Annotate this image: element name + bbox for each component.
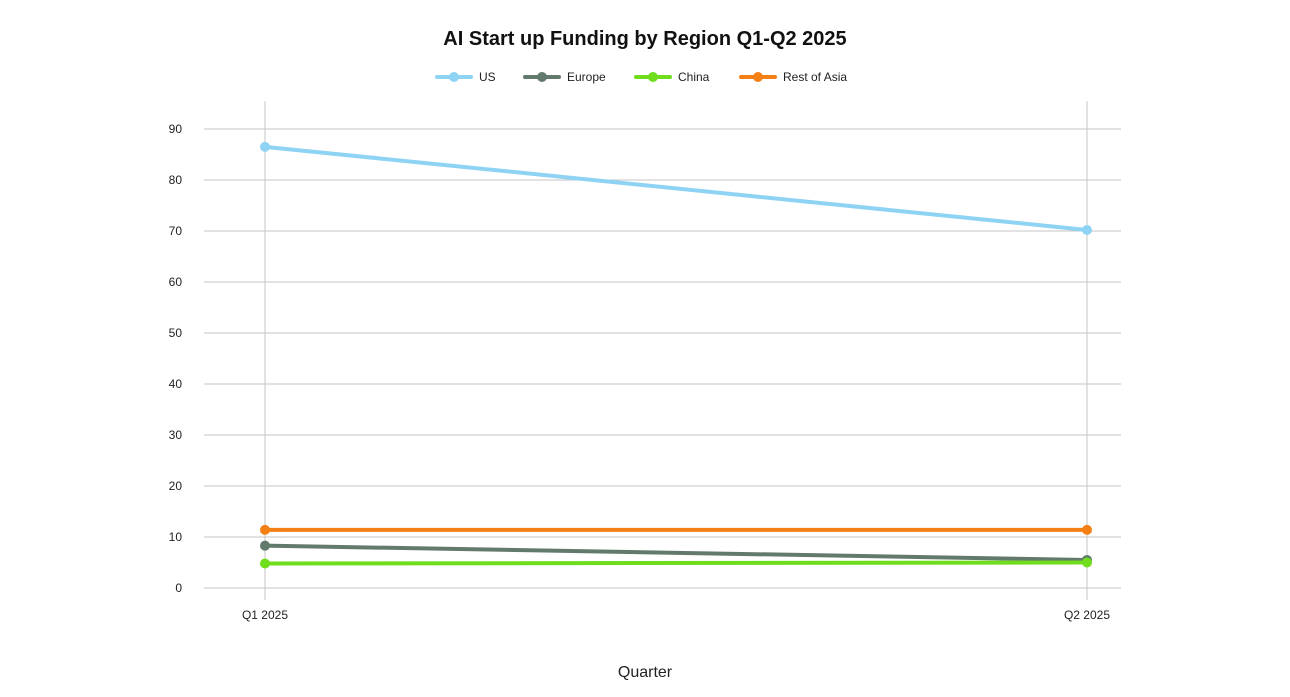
data-point <box>1082 557 1092 568</box>
y-tick-label: 30 <box>169 428 183 442</box>
y-tick-label: 60 <box>169 275 183 289</box>
series-group <box>260 141 1092 569</box>
x-axis-ticks: Q1 2025 Q2 2025 <box>242 608 1110 622</box>
legend-item: China <box>634 70 710 84</box>
data-point <box>1082 224 1092 235</box>
series-rest-of-asia <box>260 524 1092 535</box>
legend-label: Europe <box>567 70 606 84</box>
legend-label: China <box>678 70 710 84</box>
x-tick-label: Q1 2025 <box>242 608 288 622</box>
chart-title: AI Start up Funding by Region Q1-Q2 2025 <box>443 28 846 50</box>
y-tick-label: 90 <box>169 122 183 136</box>
y-tick-label: 40 <box>169 377 183 391</box>
y-tick-label: 0 <box>175 581 182 595</box>
x-axis-label: Quarter <box>618 664 673 681</box>
series-line <box>263 543 1089 562</box>
series-us <box>260 141 1092 235</box>
legend-marker-icon <box>449 72 459 82</box>
legend-label: US <box>479 70 496 84</box>
legend-marker-icon <box>753 72 763 82</box>
data-point <box>260 540 270 551</box>
legend-marker-icon <box>648 72 658 82</box>
data-point <box>260 141 270 152</box>
series-line <box>263 144 1089 232</box>
legend-item: US <box>435 70 496 84</box>
x-tick-label: Q2 2025 <box>1064 608 1110 622</box>
data-point <box>260 524 270 535</box>
y-tick-label: 10 <box>169 530 183 544</box>
data-point <box>260 558 270 569</box>
y-axis-ticks: 0 10 20 30 40 50 60 70 80 90 <box>169 122 183 595</box>
y-tick-label: 50 <box>169 326 183 340</box>
series-china <box>260 557 1092 569</box>
legend-item: Rest of Asia <box>739 70 847 84</box>
series-line <box>263 560 1089 566</box>
legend-marker-icon <box>537 72 547 82</box>
y-tick-label: 70 <box>169 224 183 238</box>
y-tick-label: 80 <box>169 173 183 187</box>
data-point <box>1082 524 1092 535</box>
y-tick-label: 20 <box>169 479 183 493</box>
gridlines <box>204 101 1121 600</box>
legend-item: Europe <box>523 70 606 84</box>
legend: US Europe China Rest of Asia <box>435 70 847 84</box>
legend-label: Rest of Asia <box>783 70 847 84</box>
